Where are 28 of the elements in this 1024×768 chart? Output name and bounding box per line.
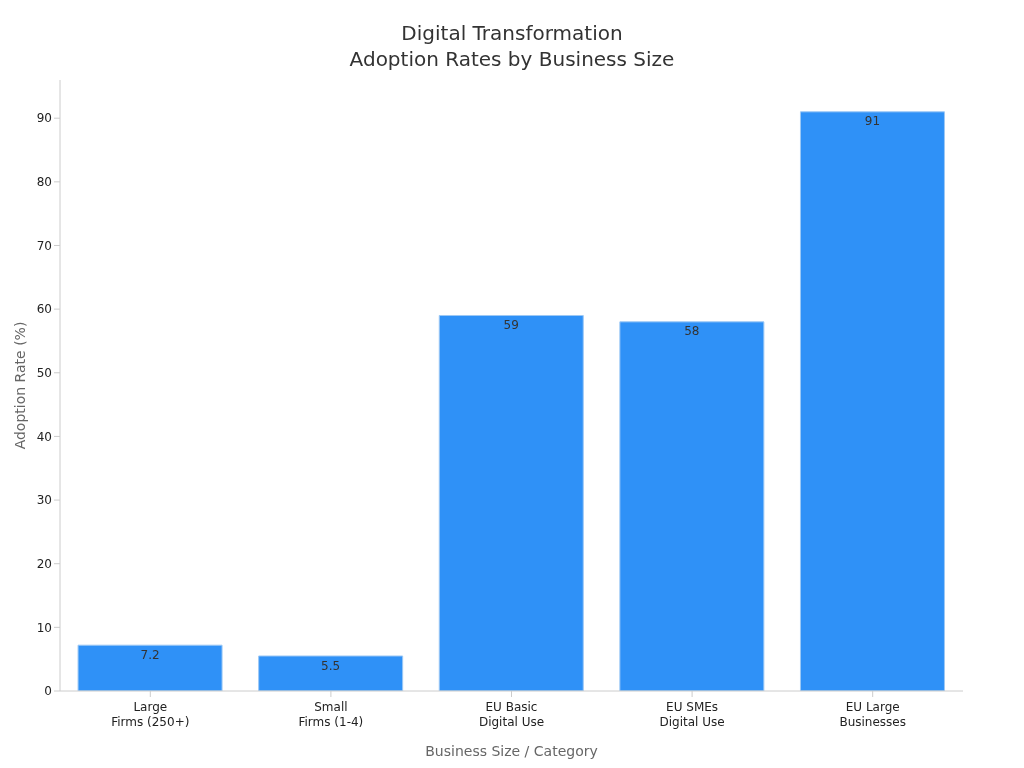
y-tick-label: 90 xyxy=(36,111,52,126)
bar xyxy=(258,655,404,691)
y-axis-title: Adoption Rate (%) xyxy=(11,321,28,450)
x-tick-label: EU Basic Digital Use xyxy=(478,700,545,729)
y-tick-label: 60 xyxy=(36,302,52,317)
x-tick-label: Large Firms (250+) xyxy=(111,700,190,729)
bar xyxy=(619,321,765,691)
data-label: 7.2 xyxy=(140,647,160,662)
x-tick-label: Small Firms (1-4) xyxy=(298,700,364,729)
y-tick-label: 40 xyxy=(36,429,52,444)
x-tick-label: EU SMEs Digital Use xyxy=(659,700,725,729)
data-label: 59 xyxy=(503,318,519,333)
x-tick-label: EU Large Businesses xyxy=(839,700,906,729)
bar xyxy=(77,644,223,691)
y-tick-label: 50 xyxy=(36,366,52,381)
x-axis-title: Business Size / Category xyxy=(425,743,598,759)
y-tick-label: 70 xyxy=(36,238,52,253)
data-label: 91 xyxy=(864,114,881,129)
y-tick-label: 0 xyxy=(44,684,52,699)
bar xyxy=(799,111,945,691)
chart-title: Digital Transformation Adoption Rates by Business Size xyxy=(348,20,676,72)
bar xyxy=(438,314,584,691)
y-tick-label: 20 xyxy=(36,556,52,571)
y-tick-label: 80 xyxy=(36,175,52,190)
data-label: 5.5 xyxy=(321,658,341,673)
data-label: 58 xyxy=(684,324,700,339)
y-tick-label: 30 xyxy=(36,493,52,508)
y-tick-label: 10 xyxy=(36,620,52,635)
